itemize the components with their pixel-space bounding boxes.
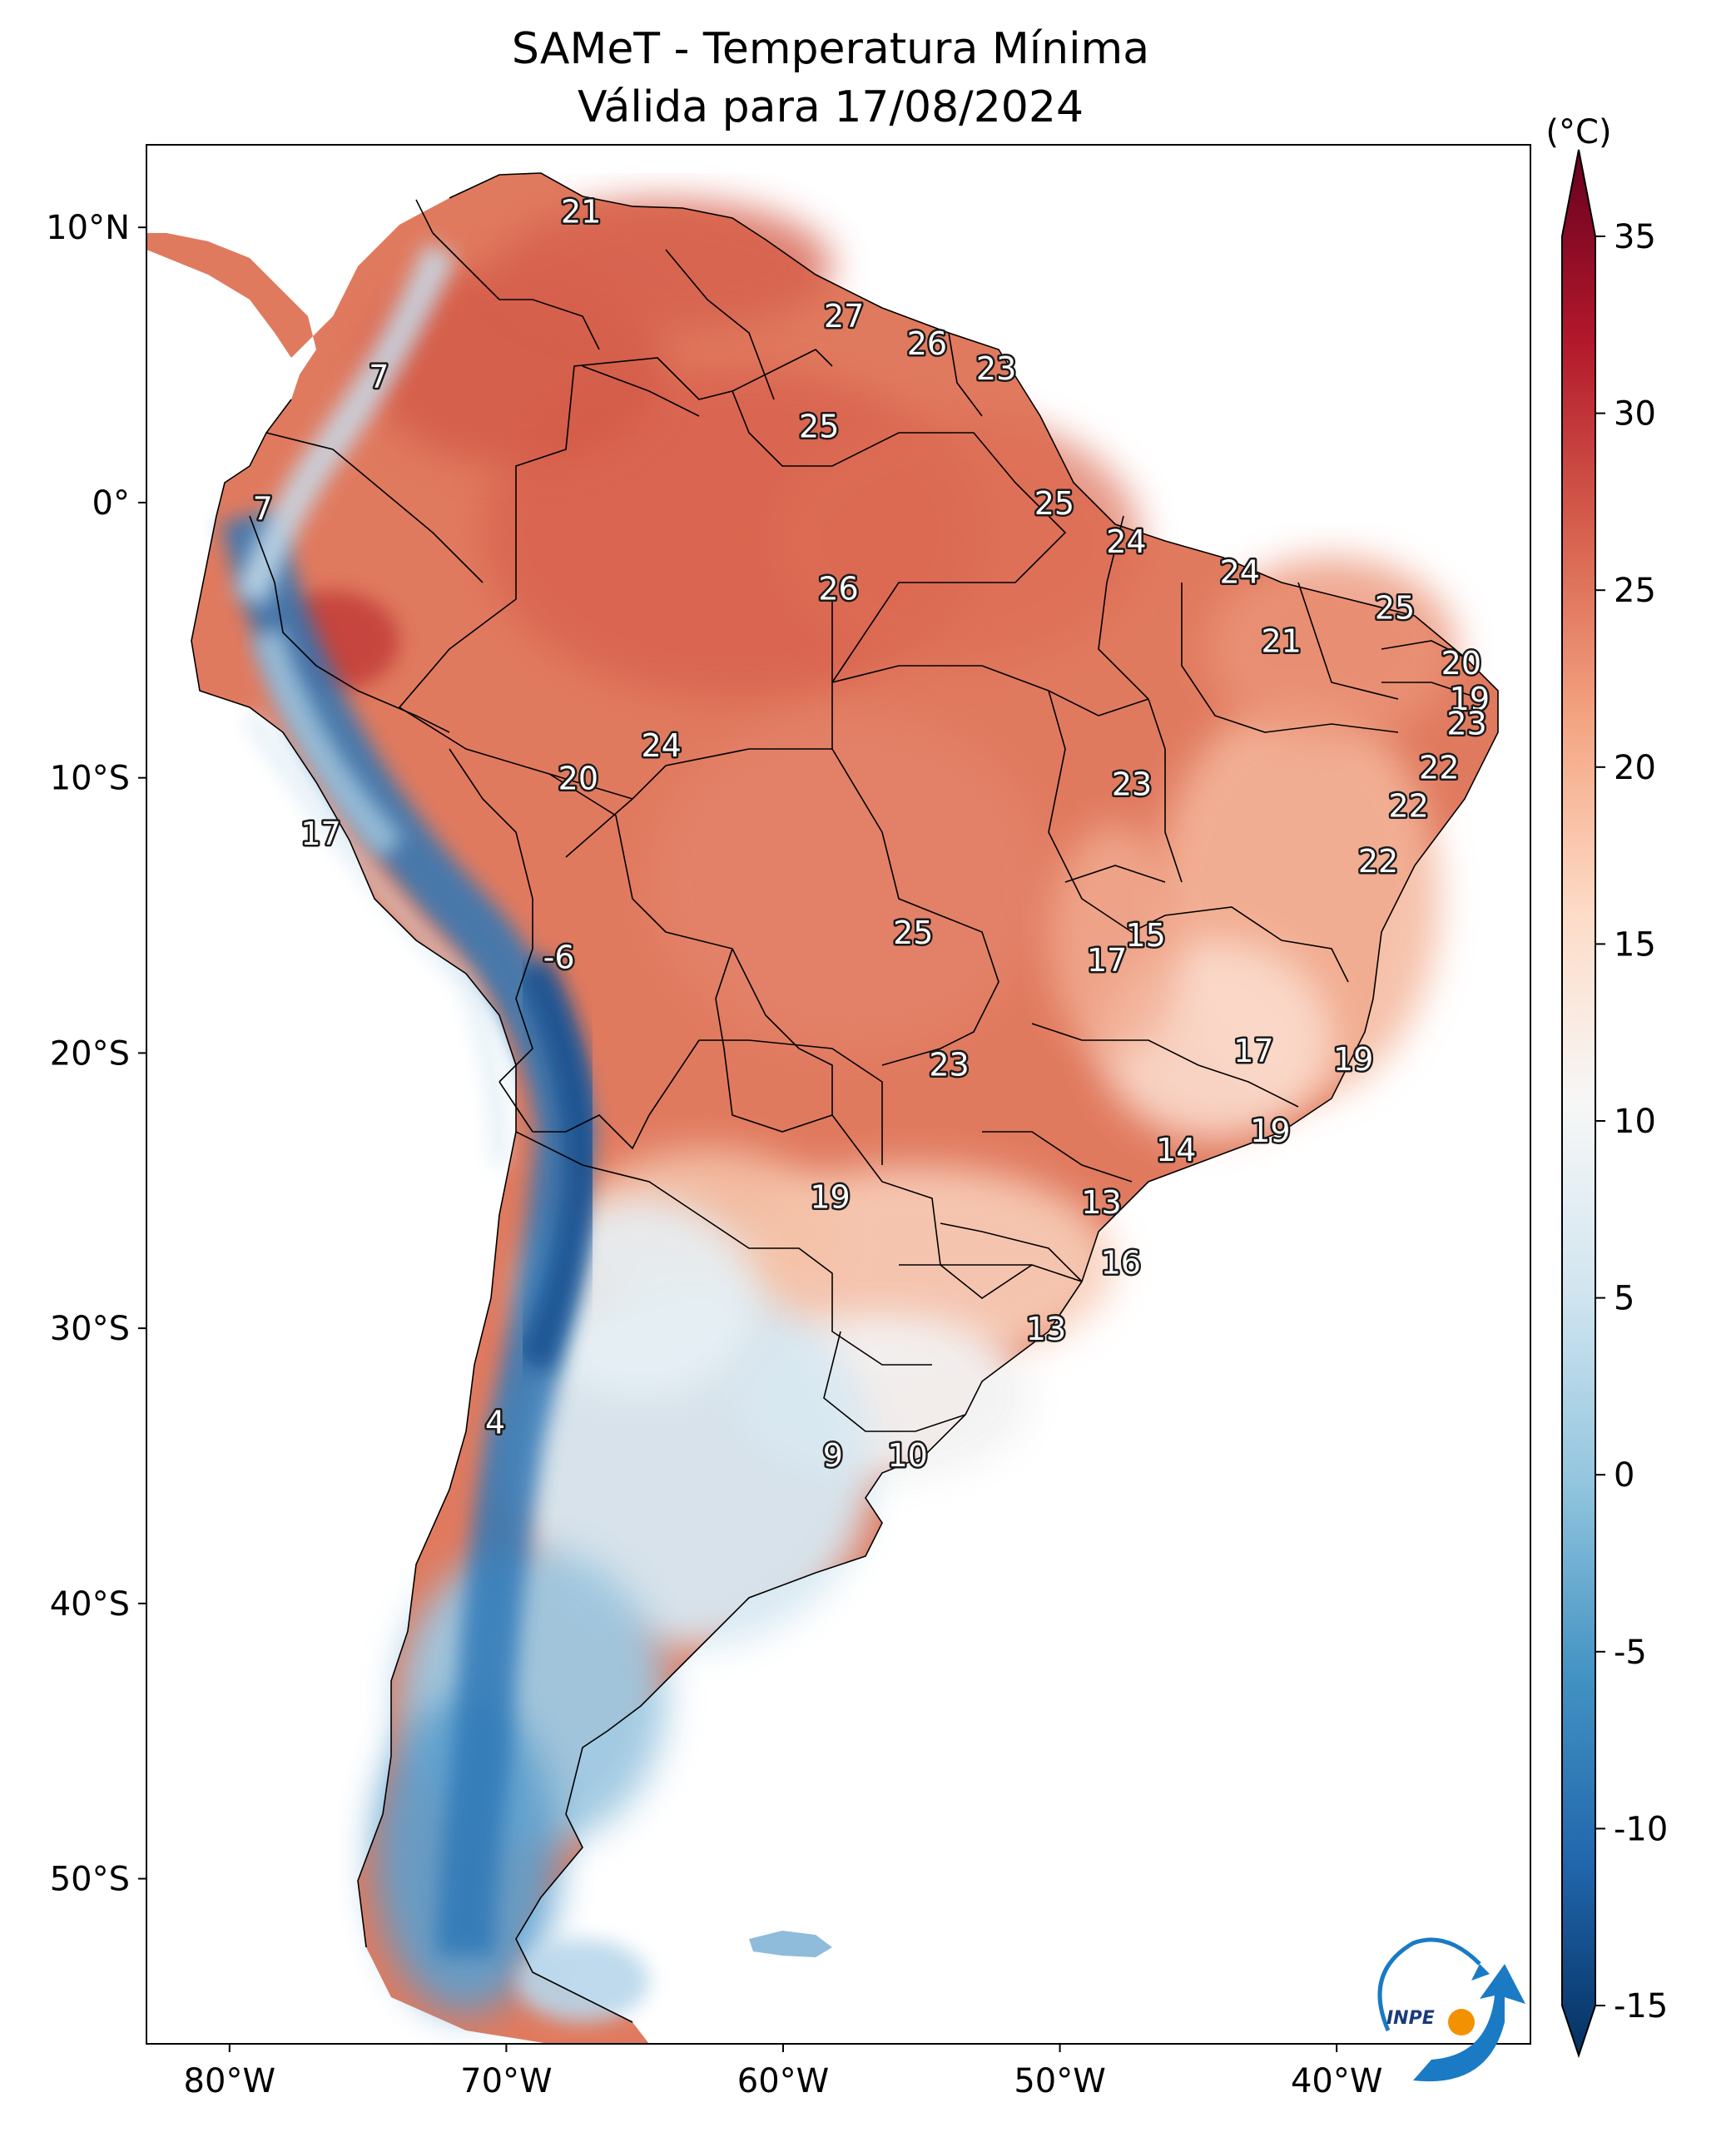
colorbar-tick-label: -10 xyxy=(1614,1810,1668,1848)
lat-tick-label: 50°S xyxy=(50,1861,130,1899)
station-value-label: 10 xyxy=(887,1437,927,1474)
country-borders xyxy=(191,172,1499,2023)
lon-tick-label: 40°W xyxy=(1291,2062,1382,2100)
colorbar-tick-label: 5 xyxy=(1614,1280,1634,1318)
lat-tick-label: 0° xyxy=(92,484,130,523)
station-value-label: 26 xyxy=(907,325,947,362)
map-frame xyxy=(146,144,1531,2045)
lon-tick-label: 80°W xyxy=(184,2062,275,2100)
station-value-label: 27 xyxy=(824,298,864,335)
colorbar-tick-label: 30 xyxy=(1614,395,1656,434)
station-value-label: 7 xyxy=(253,491,273,528)
station-value-label: 23 xyxy=(976,350,1016,387)
station-value-label: 22 xyxy=(1388,788,1428,825)
station-value-label: 25 xyxy=(1375,590,1415,627)
station-value-label: 19 xyxy=(1450,681,1490,717)
station-value-label: 23 xyxy=(1446,706,1486,742)
station-value-label: 24 xyxy=(1220,554,1260,591)
station-value-label: 17 xyxy=(1087,942,1127,979)
lat-tick-label: 10°N xyxy=(46,209,130,247)
station-value-label: 24 xyxy=(641,727,681,764)
logo-text: INPE xyxy=(1386,2008,1435,2029)
colorbar-tick-label: -5 xyxy=(1614,1634,1647,1672)
colorbar-tick-label: 25 xyxy=(1614,572,1656,610)
station-value-label: 24 xyxy=(1106,523,1146,560)
longitude-axis: 80°W 70°W 60°W 50°W 40°W xyxy=(184,2044,1382,2100)
station-value-label: 25 xyxy=(1034,485,1074,522)
colorbar-tick-label: 0 xyxy=(1614,1456,1634,1495)
station-value-label: 17 xyxy=(300,816,340,852)
station-value-label: 16 xyxy=(1101,1245,1141,1282)
lon-tick-label: 70°W xyxy=(460,2062,552,2100)
station-value-label: 19 xyxy=(1333,1041,1373,1078)
station-value-label: -6 xyxy=(543,940,575,976)
station-value-label: 26 xyxy=(818,570,858,607)
station-value-label: 22 xyxy=(1358,843,1398,880)
station-value-label: 20 xyxy=(1441,645,1481,682)
station-value-label: 25 xyxy=(799,408,839,444)
colorbar-gradient xyxy=(1561,149,1596,2059)
station-value-label: 9 xyxy=(823,1437,843,1474)
inpe-logo: INPE xyxy=(1377,1937,1525,2082)
chart-title-line1: SAMeT - Temperatura Mínima xyxy=(512,24,1149,74)
station-value-label: 7 xyxy=(369,359,389,395)
latitude-axis: 10°N 0° 10°S 20°S 30°S 40°S 50°S xyxy=(46,209,146,1899)
station-value-label: 17 xyxy=(1233,1033,1273,1069)
station-value-label: 23 xyxy=(929,1047,969,1083)
colorbar: (°C) 35 30 25 20 15 10 5 0 -5 -10 -15 xyxy=(1545,113,1668,2059)
station-value-label: 25 xyxy=(893,915,933,951)
colorbar-tick-label: 10 xyxy=(1614,1103,1656,1141)
station-value-label: 4 xyxy=(485,1405,505,1441)
station-value-label: 19 xyxy=(1250,1113,1290,1149)
colorbar-unit-label: (°C) xyxy=(1545,113,1611,151)
falkland-islands xyxy=(749,1931,832,1957)
station-value-label: 21 xyxy=(561,193,601,230)
station-value-label: 14 xyxy=(1156,1132,1196,1168)
station-value-label: 13 xyxy=(1081,1184,1121,1221)
colorbar-ticks: 35 30 25 20 15 10 5 0 -5 -10 -15 xyxy=(1595,218,1668,2026)
logo-sun xyxy=(1448,2009,1475,2035)
logo-swoosh xyxy=(1413,1964,1525,2082)
station-value-label: 23 xyxy=(1112,766,1152,802)
station-value-label: 21 xyxy=(1261,622,1301,659)
station-value-label: 15 xyxy=(1126,917,1166,954)
lat-tick-label: 30°S xyxy=(50,1310,130,1348)
colorbar-tick-label: -15 xyxy=(1614,1987,1668,2026)
station-value-label: 20 xyxy=(558,761,598,797)
lat-tick-label: 40°S xyxy=(50,1585,130,1624)
lat-tick-label: 20°S xyxy=(50,1034,130,1073)
lon-tick-label: 50°W xyxy=(1014,2062,1105,2100)
station-value-label: 13 xyxy=(1026,1311,1066,1347)
station-value-label: 22 xyxy=(1419,749,1459,786)
chart-title-line2: Válida para 17/08/2024 xyxy=(578,82,1084,132)
logo-orbit xyxy=(1377,1937,1481,2031)
lat-tick-label: 10°S xyxy=(50,760,130,798)
colorbar-tick-label: 15 xyxy=(1614,925,1656,964)
map-land-layer xyxy=(146,172,1499,2044)
colorbar-tick-label: 35 xyxy=(1614,218,1656,256)
lon-tick-label: 60°W xyxy=(737,2062,829,2100)
station-value-label: 19 xyxy=(810,1178,850,1215)
colorbar-tick-label: 20 xyxy=(1614,749,1656,787)
